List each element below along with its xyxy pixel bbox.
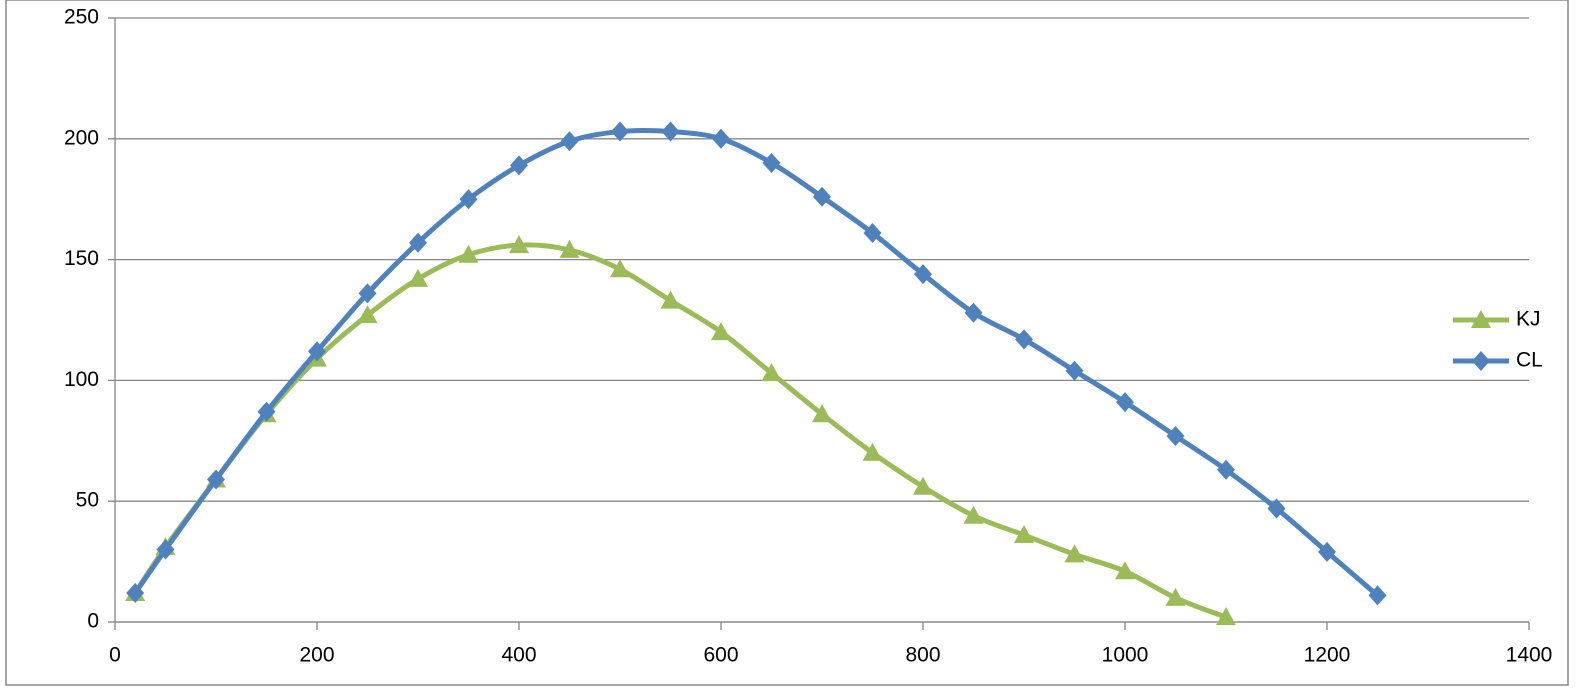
data-point: [1216, 607, 1236, 626]
legend-label: CL: [1516, 349, 1543, 372]
data-point: [207, 469, 225, 490]
data-point: [762, 152, 781, 173]
data-point: [1165, 587, 1186, 606]
x-tick-label: 200: [299, 644, 334, 667]
data-point: [611, 121, 629, 142]
data-point: [712, 128, 730, 149]
data-point: [1064, 544, 1085, 563]
data-point: [458, 244, 479, 263]
legend-marker: [1472, 351, 1490, 371]
data-point: [862, 442, 883, 461]
y-tick-label: 100: [64, 368, 99, 391]
data-point: [1115, 561, 1135, 580]
y-tick-label: 150: [64, 247, 99, 270]
x-tick-label: 600: [703, 644, 738, 667]
data-point: [963, 505, 984, 524]
y-tick-label: 200: [64, 126, 99, 149]
data-point: [610, 259, 630, 278]
data-point: [459, 189, 478, 210]
data-point: [509, 235, 529, 254]
y-tick-label: 250: [64, 6, 99, 29]
data-point: [1014, 525, 1034, 544]
data-point: [863, 223, 882, 244]
data-point: [813, 186, 831, 207]
data-point: [408, 268, 428, 287]
data-point: [358, 283, 377, 304]
data-point: [1166, 425, 1185, 446]
y-tick-label: 50: [76, 489, 99, 512]
data-point: [1217, 459, 1235, 480]
data-point: [1368, 585, 1387, 606]
data-point: [914, 264, 932, 285]
x-tick-label: 800: [905, 644, 940, 667]
data-point: [308, 341, 326, 362]
legend-label: KJ: [1516, 308, 1541, 331]
data-point: [1318, 541, 1336, 562]
chart-frame: [5, 0, 1569, 686]
data-point: [711, 322, 731, 341]
data-point: [761, 363, 782, 382]
x-tick-label: 0: [109, 644, 121, 667]
x-tick-label: 1400: [1506, 644, 1553, 667]
x-tick-label: 400: [501, 644, 536, 667]
data-point: [409, 232, 427, 253]
data-point: [357, 305, 378, 324]
data-point: [812, 404, 832, 423]
data-point: [156, 539, 175, 560]
data-point: [660, 290, 681, 309]
legend-marker: [1471, 310, 1491, 328]
x-tick-label: 1200: [1304, 644, 1351, 667]
data-point: [1116, 392, 1134, 413]
data-point: [510, 155, 528, 176]
data-point: [913, 476, 933, 495]
data-point: [559, 239, 580, 258]
y-tick-label: 0: [87, 610, 99, 633]
data-point: [964, 302, 983, 323]
data-point: [661, 121, 680, 142]
data-point: [1267, 498, 1286, 519]
x-tick-label: 1000: [1102, 644, 1149, 667]
data-point: [560, 131, 579, 152]
data-point: [126, 583, 145, 604]
data-point: [257, 401, 276, 422]
data-point: [1015, 329, 1033, 350]
data-point: [1065, 360, 1084, 381]
